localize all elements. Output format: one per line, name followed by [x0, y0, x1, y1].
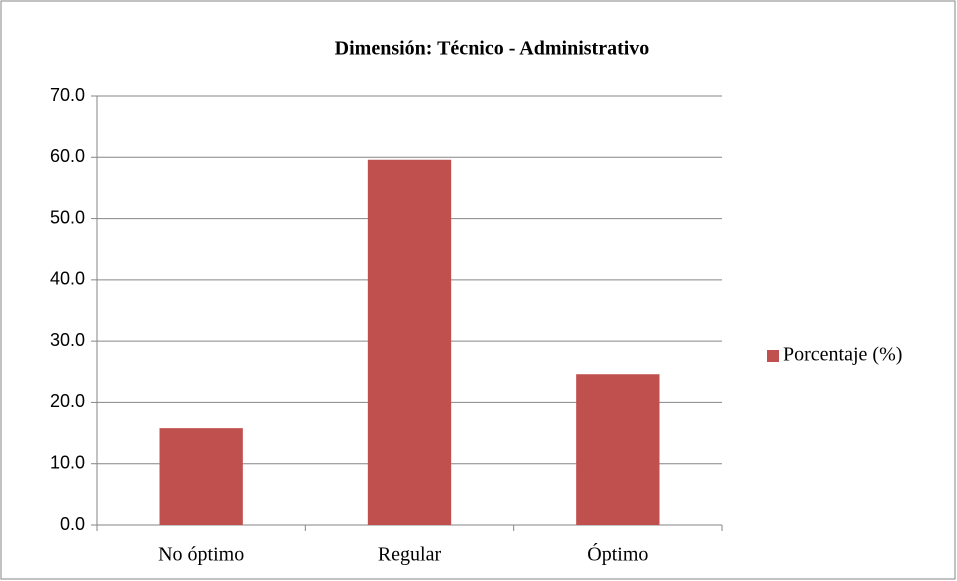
x-tick-label: No óptimo — [158, 544, 244, 566]
y-tick-label: 10.0 — [50, 452, 85, 472]
y-tick-label: 40.0 — [50, 269, 85, 289]
bar — [159, 428, 243, 525]
y-tick-label: 30.0 — [50, 330, 85, 350]
legend-swatch — [767, 350, 779, 362]
y-tick-label: 50.0 — [50, 207, 85, 227]
y-tick-label: 70.0 — [50, 85, 85, 105]
bar — [367, 159, 452, 526]
y-tick-label: 60.0 — [50, 146, 85, 166]
y-tick-label: 0.0 — [60, 514, 85, 534]
legend-label: Porcentaje (%) — [783, 344, 902, 366]
x-tick-label: Regular — [378, 544, 442, 566]
chart-title: Dimensión: Técnico - Administrativo — [335, 38, 650, 60]
bar — [576, 374, 660, 525]
y-tick-label: 20.0 — [50, 391, 85, 411]
x-tick-label: Óptimo — [587, 542, 648, 566]
